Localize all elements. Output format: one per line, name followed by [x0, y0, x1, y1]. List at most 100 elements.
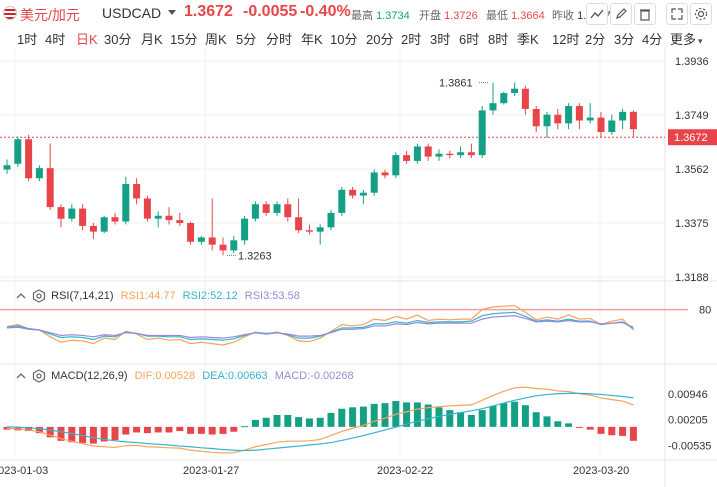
chevron-up-icon[interactable]: [15, 290, 27, 302]
macd-histogram-bar: [370, 403, 378, 427]
period-tab-15[interactable]: 8时: [488, 32, 509, 47]
macd-histogram-bar: [208, 426, 216, 435]
macd-histogram-bar: [143, 426, 151, 434]
macd-histogram-bar: [111, 426, 119, 441]
macd-histogram-bar: [532, 412, 540, 427]
rsi-title: RSI(7,14,21): [51, 289, 114, 302]
period-tab-9[interactable]: 年K: [301, 32, 323, 47]
candle-body: [359, 192, 367, 196]
period-tab-14[interactable]: 6时: [459, 32, 480, 47]
candle-body: [219, 244, 227, 251]
candle-body: [521, 88, 529, 109]
macd-value: MACD:-0.00268: [274, 369, 354, 382]
stat-low: 最低 1.3664: [486, 10, 545, 22]
y-axis-label: 1.3375: [675, 218, 709, 230]
macd-axis-label: -0.00535: [668, 441, 711, 453]
candle-body: [100, 217, 108, 232]
macd-histogram-bar: [457, 412, 465, 427]
macd-histogram-bar: [176, 426, 184, 432]
macd-histogram-bar: [284, 415, 292, 427]
period-tab-21[interactable]: 更多 ▾: [670, 32, 703, 47]
quote-header: 美元/加元 USDCAD 1.3672 -0.0055 -0.40% 最高 1.…: [0, 0, 717, 28]
price-change: -0.0055: [243, 3, 298, 20]
y-axis-label: 1.3749: [675, 110, 709, 122]
dif-value: DIF:0.00528: [134, 369, 196, 382]
macd-histogram-bar: [295, 417, 303, 427]
macd-histogram-bar: [262, 417, 270, 427]
x-axis-label: 2023-01-27: [183, 465, 239, 477]
period-tab-1[interactable]: 4时: [45, 32, 66, 47]
candle-body: [370, 172, 378, 193]
period-tab-0[interactable]: 1时: [17, 32, 38, 47]
candle-body: [435, 153, 443, 157]
chevron-up-icon[interactable]: [15, 370, 27, 382]
macd-histogram-bar: [446, 410, 454, 427]
indicator-settings-icon[interactable]: [32, 369, 46, 383]
macd-histogram-bar: [187, 426, 195, 434]
period-tab-19[interactable]: 3分: [614, 32, 635, 47]
expand-icon[interactable]: [666, 3, 688, 25]
macd-histogram-bar: [100, 426, 108, 442]
period-tab-6[interactable]: 周K: [205, 32, 227, 47]
macd-histogram-bar: [597, 426, 605, 434]
candle-body: [349, 189, 357, 196]
candle-body: [133, 184, 141, 199]
period-tab-8[interactable]: 分时: [266, 32, 293, 47]
macd-histogram-bar: [586, 426, 594, 430]
period-tab-7[interactable]: 5分: [236, 32, 257, 47]
candle-body: [68, 208, 76, 219]
macd-histogram-bar: [133, 426, 141, 433]
period-tab-2[interactable]: 日K: [76, 32, 98, 47]
candle-body: [608, 120, 616, 133]
period-tab-18[interactable]: 2分: [585, 32, 606, 47]
period-tab-20[interactable]: 4分: [642, 32, 663, 47]
macd-axis-label: 0.00946: [668, 389, 708, 401]
period-tab-16[interactable]: 季K: [517, 32, 539, 47]
symbol-code[interactable]: USDCAD: [102, 5, 162, 21]
period-tab-3[interactable]: 30分: [104, 32, 132, 47]
candle-body: [327, 212, 335, 228]
candle-body: [14, 139, 22, 164]
period-tab-17[interactable]: 12时: [552, 32, 580, 47]
macd-histogram-bar: [478, 410, 486, 427]
period-tab-12[interactable]: 2时: [401, 32, 422, 47]
rsi1-series: [6, 304, 634, 346]
macd-histogram-bar: [543, 416, 551, 427]
rsi2-series: [6, 311, 634, 341]
indicator-settings-icon[interactable]: [32, 289, 46, 303]
macd-histogram-bar: [619, 426, 627, 436]
macd-histogram-bar: [316, 417, 324, 427]
candle-body: [543, 114, 551, 127]
candle-body: [424, 146, 432, 157]
period-tab-10[interactable]: 10分: [330, 32, 358, 47]
last-price-label: 1.3672: [674, 132, 708, 144]
period-tab-5[interactable]: 15分: [170, 32, 198, 47]
candle-body: [57, 207, 65, 219]
candle-body: [316, 227, 324, 232]
stat-high: 最高 1.3734: [351, 10, 410, 22]
macd-histogram-bar: [79, 426, 87, 443]
dea-series: [6, 392, 634, 452]
period-tab-11[interactable]: 20分: [366, 32, 394, 47]
settings-icon[interactable]: [690, 3, 712, 25]
macd-histogram-bar: [608, 426, 616, 436]
pen-tool-icon[interactable]: [610, 3, 632, 25]
low-annotation: 1.3263: [238, 250, 272, 262]
candle-body: [489, 103, 497, 111]
delete-tool-icon[interactable]: [634, 3, 656, 25]
period-tab-4[interactable]: 月K: [141, 32, 163, 47]
macd-histogram-bar: [219, 426, 227, 434]
candle-body: [143, 198, 151, 219]
line-tool-icon[interactable]: [586, 3, 608, 25]
candle-body: [208, 237, 216, 245]
macd-histogram-bar: [521, 405, 529, 427]
macd-histogram-bar: [575, 426, 583, 428]
candlestick-chart[interactable]: 1.3936 1.3749 1.3562 1.3375 1.3188 1.3672 1.38…: [0, 48, 717, 487]
symbol-dropdown-chevron-icon[interactable]: [168, 10, 176, 15]
us-flag-icon: [3, 6, 17, 20]
period-tab-13[interactable]: 3时: [430, 32, 451, 47]
candle-body: [295, 217, 303, 231]
macd-histogram-bar: [413, 402, 421, 427]
y-axis-label: 1.3562: [675, 164, 709, 176]
candle-body: [25, 139, 33, 179]
